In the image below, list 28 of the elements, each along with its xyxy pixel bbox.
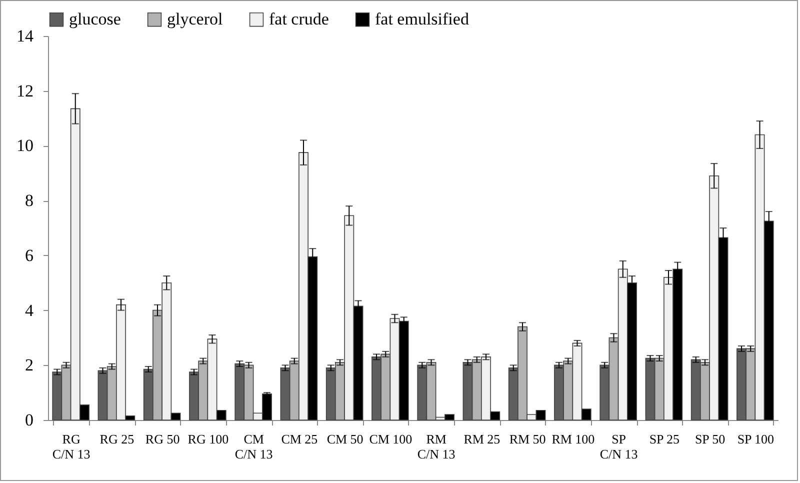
x-tick-label: SP 100 xyxy=(737,432,774,446)
x-tick-label: CM C/N 13 xyxy=(234,432,273,462)
y-tick-label: 6 xyxy=(25,246,34,265)
x-tick-label: SP 25 xyxy=(649,432,680,446)
y-tick-label: 4 xyxy=(25,300,34,320)
x-tick-label: SP C/N 13 xyxy=(600,432,638,462)
y-tick-label: 0 xyxy=(25,410,34,430)
x-tick-label: RM 25 xyxy=(464,432,500,446)
x-tick-label: RG 25 xyxy=(100,432,134,446)
y-tick-label: 2 xyxy=(25,356,34,375)
y-tick-label: 14 xyxy=(16,26,34,46)
x-tick-label: CM 25 xyxy=(281,432,318,446)
x-tick-label: RG C/N 13 xyxy=(52,432,90,462)
y-tick-label: 10 xyxy=(16,136,34,156)
x-tick-label: CM 50 xyxy=(326,432,364,446)
y-tick-label: 8 xyxy=(25,191,34,210)
x-tick-label: RG 100 xyxy=(188,432,229,446)
x-tick-label: RM 100 xyxy=(552,432,595,446)
y-tick-label: 12 xyxy=(16,81,34,100)
x-tick-label: SP 50 xyxy=(694,432,726,446)
legend-label: fat crude xyxy=(269,10,329,29)
x-tick-label: RM C/N 13 xyxy=(417,432,456,462)
legend-label: glycerol xyxy=(167,10,223,29)
x-tick-label: CM 100 xyxy=(369,432,412,446)
x-tick-label: RG 50 xyxy=(145,432,180,446)
x-tick-label: RM 50 xyxy=(509,432,546,446)
legend-label: glucose xyxy=(69,10,121,29)
legend-label: fat emulsified xyxy=(375,10,470,29)
